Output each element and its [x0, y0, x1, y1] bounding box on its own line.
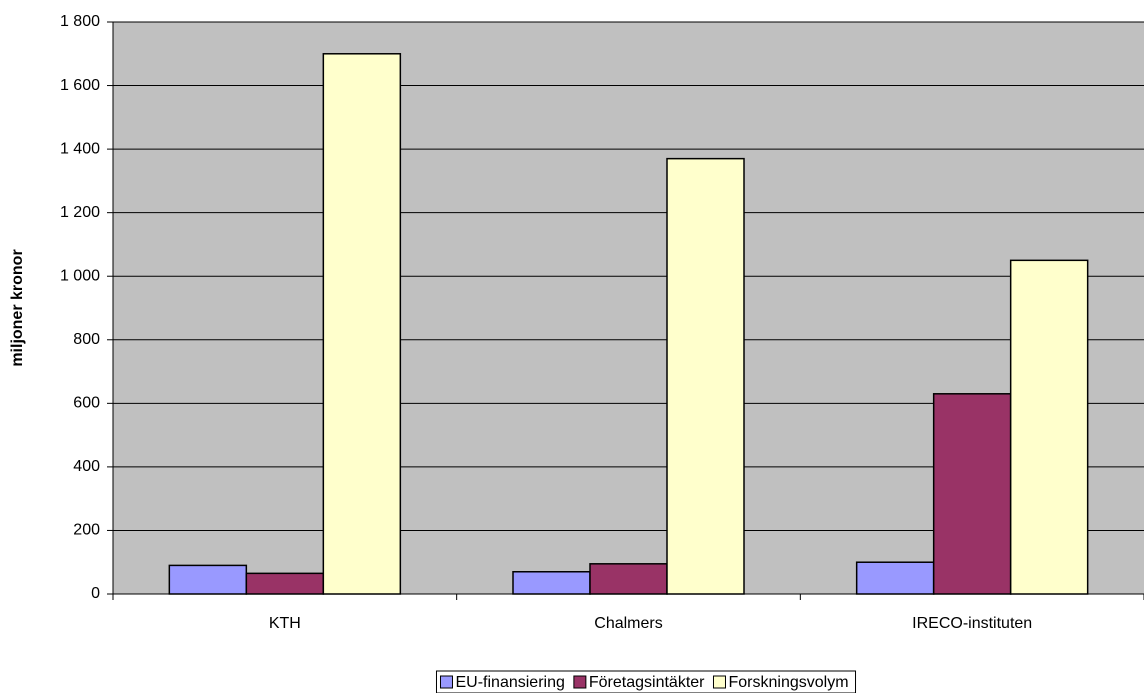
legend-label: EU-finansiering [455, 674, 564, 691]
y-tick-label: 200 [73, 522, 100, 539]
y-tick-label: 400 [73, 458, 100, 475]
y-tick-label: 1 200 [60, 204, 100, 221]
x-tick-label: KTH [269, 615, 301, 632]
bar [589, 563, 668, 595]
x-tick-label: Chalmers [594, 615, 662, 632]
bar [666, 157, 745, 595]
bar [932, 393, 1012, 595]
y-tick-label: 800 [73, 331, 100, 348]
y-tick-label: 1 600 [60, 77, 100, 94]
y-axis-label: miljoner kronor [9, 249, 26, 366]
legend-swatch [712, 675, 726, 689]
bar [512, 571, 591, 595]
y-tick-label: 1 400 [60, 140, 100, 157]
bar [855, 561, 935, 595]
legend-label: Företagsintäkter [589, 674, 705, 691]
y-tick-label: 1 800 [60, 13, 100, 30]
y-tick-label: 1 000 [60, 267, 100, 284]
x-tick-label: IRECO-instituten [912, 615, 1032, 632]
bar [168, 564, 248, 595]
legend-label: Forskningsvolym [728, 674, 848, 691]
legend-swatch [573, 675, 587, 689]
bar [245, 572, 325, 595]
legend-swatch [439, 675, 453, 689]
y-tick-label: 0 [91, 585, 100, 602]
legend [435, 670, 857, 693]
y-tick-label: 600 [73, 395, 100, 412]
bar [1009, 259, 1089, 595]
bar [322, 53, 402, 595]
